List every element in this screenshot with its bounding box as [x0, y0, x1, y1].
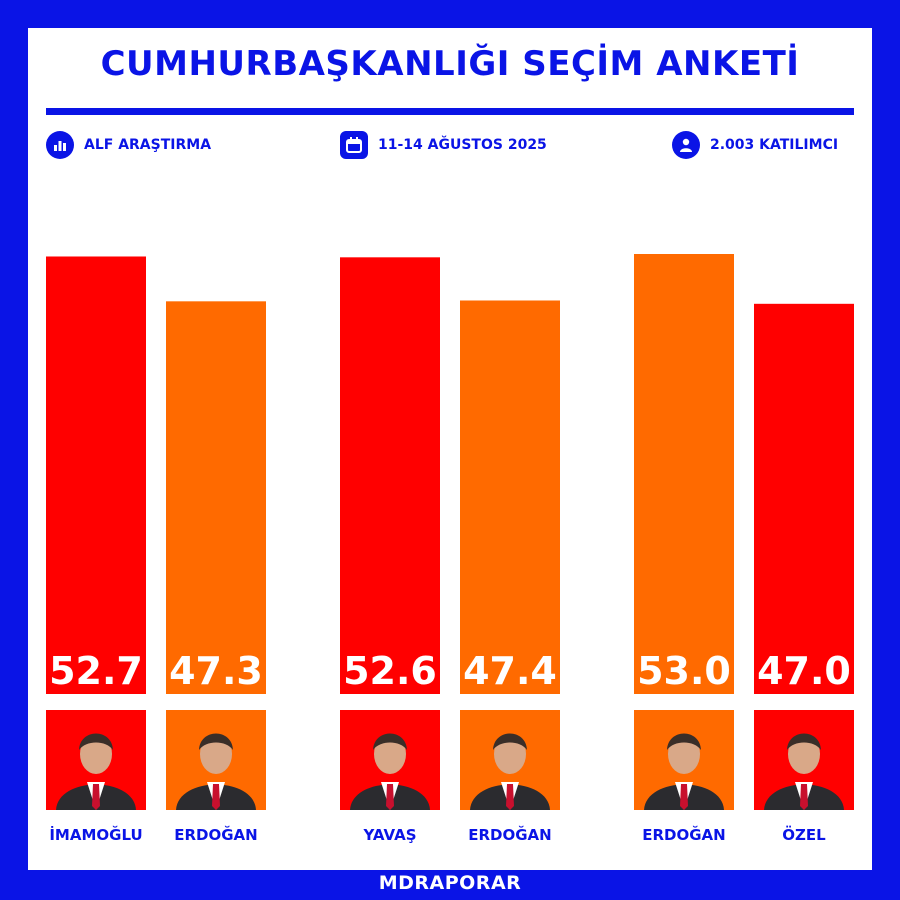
- bar: [46, 256, 146, 694]
- candidate-tie: [506, 784, 514, 810]
- candidate-name-label: İMAMOĞLU: [49, 825, 142, 844]
- meta-participants: 2.003 KATILIMCI: [672, 130, 838, 160]
- dates-label: 11-14 AĞUSTOS 2025: [378, 137, 547, 153]
- candidate-hair: [667, 733, 701, 750]
- participants-label: 2.003 KATILIMCI: [710, 137, 839, 153]
- bar: [754, 303, 854, 694]
- bar-chart-icon: [46, 131, 74, 159]
- candidate-face: [80, 734, 112, 774]
- bar-value-label: 52.6: [343, 649, 437, 693]
- candidate-face: [374, 734, 406, 774]
- bar: [340, 257, 440, 694]
- candidate-hair: [373, 733, 407, 750]
- bar: [460, 300, 560, 694]
- calendar-icon: [340, 131, 368, 159]
- candidate-name-label: ERDOĞAN: [174, 825, 257, 844]
- candidate-face: [788, 734, 820, 774]
- bar-value-label: 47.0: [757, 649, 851, 693]
- meta-source: ALF ARAŞTIRMA: [46, 130, 211, 160]
- user-icon: [672, 131, 700, 159]
- candidate-face: [668, 734, 700, 774]
- candidate-tie: [386, 784, 394, 810]
- bar-value-label: 53.0: [637, 649, 731, 693]
- candidate-name-label: ÖZEL: [782, 825, 826, 844]
- candidate-name-label: ERDOĞAN: [468, 825, 551, 844]
- meta-dates: 11-14 AĞUSTOS 2025: [340, 130, 547, 160]
- candidate-hair: [787, 733, 821, 750]
- candidate-hair: [199, 733, 233, 750]
- source-label: ALF ARAŞTIRMA: [84, 137, 212, 153]
- candidate-name-label: ERDOĞAN: [642, 825, 725, 844]
- candidate-face: [200, 734, 232, 774]
- candidate-name-label: YAVAŞ: [362, 826, 416, 844]
- candidate-hair: [79, 733, 113, 750]
- candidate-tie: [92, 784, 100, 810]
- bar-value-label: 52.7: [49, 649, 143, 693]
- candidate-hair: [493, 733, 527, 750]
- footer-brand: MDRAPORAR: [378, 872, 522, 894]
- candidate-tie: [800, 784, 808, 810]
- candidate-face: [494, 734, 526, 774]
- candidate-tie: [212, 784, 220, 810]
- candidate-tie: [680, 784, 688, 810]
- title-divider: [46, 108, 854, 115]
- bar: [634, 254, 734, 694]
- page-title: CUMHURBAŞKANLIĞI SEÇİM ANKETİ: [100, 44, 800, 84]
- bar: [166, 301, 266, 694]
- bar-value-label: 47.3: [169, 649, 263, 693]
- bar-value-label: 47.4: [463, 649, 557, 693]
